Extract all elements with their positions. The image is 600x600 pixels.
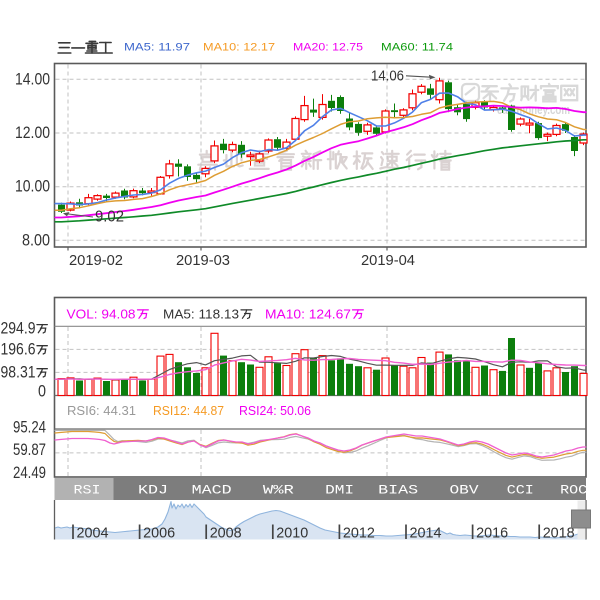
svg-text:VOL: 94.08: VOL: 94.08 xyxy=(67,308,136,322)
svg-text:MACD: MACD xyxy=(192,483,232,498)
svg-text:59.87: 59.87 xyxy=(13,441,46,459)
svg-text:MA5: 118.13: MA5: 118.13 xyxy=(163,308,239,322)
svg-text:OBV: OBV xyxy=(450,483,479,498)
svg-text:RSI: RSI xyxy=(74,483,101,498)
svg-text:MA60: 11.74: MA60: 11.74 xyxy=(381,42,453,54)
svg-text:2019-04: 2019-04 xyxy=(361,253,415,269)
svg-text:2010: 2010 xyxy=(276,525,308,542)
svg-text:98.31: 98.31 xyxy=(1,363,36,381)
svg-text:MA20: 12.75: MA20: 12.75 xyxy=(293,42,363,54)
svg-text:MA10: 12.17: MA10: 12.17 xyxy=(203,42,275,54)
svg-text:KDJ: KDJ xyxy=(138,483,168,498)
svg-text:MA10: 124.67: MA10: 124.67 xyxy=(265,308,351,322)
svg-text:2006: 2006 xyxy=(143,525,175,542)
svg-text:0: 0 xyxy=(38,383,46,401)
svg-text:95.24: 95.24 xyxy=(13,418,46,436)
svg-text:294.9: 294.9 xyxy=(1,319,36,337)
svg-text:RSI12: 44.87: RSI12: 44.87 xyxy=(153,404,224,418)
svg-text:2016: 2016 xyxy=(476,525,508,542)
svg-text:2012: 2012 xyxy=(343,525,375,542)
svg-text:8.00: 8.00 xyxy=(22,231,50,249)
svg-text:CCI: CCI xyxy=(507,483,534,498)
svg-text:14.06: 14.06 xyxy=(371,69,404,85)
svg-text:RSI24: 50.06: RSI24: 50.06 xyxy=(239,404,311,418)
svg-text:10.00: 10.00 xyxy=(15,178,50,196)
svg-text:2019-03: 2019-03 xyxy=(176,253,230,269)
svg-text:14.00: 14.00 xyxy=(15,70,50,88)
svg-text:ROC: ROC xyxy=(560,483,587,498)
svg-text:2019-02: 2019-02 xyxy=(69,253,123,269)
svg-text:BIAS: BIAS xyxy=(378,483,418,498)
svg-text:RSI6: 44.31: RSI6: 44.31 xyxy=(67,404,136,418)
svg-text:196.6: 196.6 xyxy=(1,340,36,358)
svg-text:W%R: W%R xyxy=(263,483,294,498)
svg-text:DMI: DMI xyxy=(325,483,354,498)
svg-text:2008: 2008 xyxy=(210,525,242,542)
svg-text:9.02: 9.02 xyxy=(95,209,124,226)
svg-text:12.00: 12.00 xyxy=(15,124,50,142)
svg-text:2014: 2014 xyxy=(410,525,442,542)
svg-text:2004: 2004 xyxy=(77,525,109,542)
svg-text:MA5: 11.97: MA5: 11.97 xyxy=(124,42,190,54)
svg-text:24.49: 24.49 xyxy=(13,464,46,482)
svg-text:2018: 2018 xyxy=(543,525,575,542)
